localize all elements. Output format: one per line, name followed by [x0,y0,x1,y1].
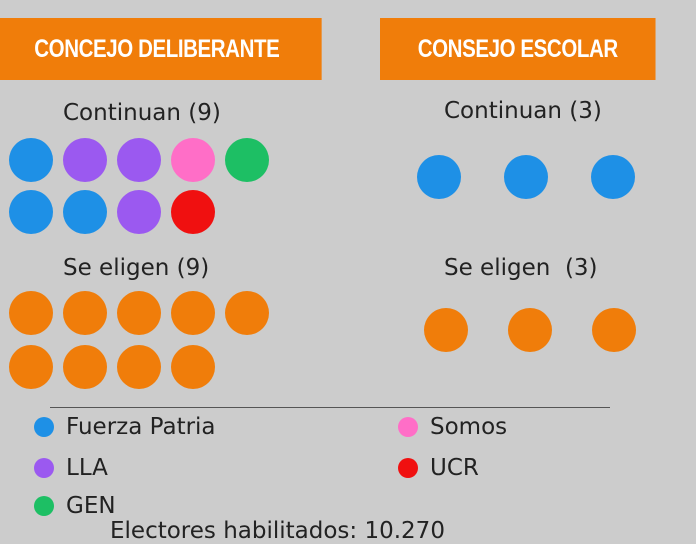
seat-dot-eligen [508,308,552,352]
legend-divider [50,407,610,408]
seat-dot-fuerza_patria [504,155,548,199]
seat-dot-lla [117,138,161,182]
legend-item-ucr: UCR [398,455,479,481]
legend-label: UCR [430,455,479,481]
seat-dot-fuerza_patria [591,155,635,199]
legend-label: Fuerza Patria [66,414,216,440]
legend-swatch [34,458,54,478]
seat-dot-eligen [424,308,468,352]
seat-dot-eligen [117,345,161,389]
legend-swatch [34,496,54,516]
seat-dot-eligen [117,291,161,335]
legend-item-fuerza_patria: Fuerza Patria [34,414,216,440]
consejo-eligen-label: Se eligen (3) [444,255,598,281]
seat-dot-eligen [171,345,215,389]
seat-dot-eligen [63,291,107,335]
legend-swatch [398,458,418,478]
seat-dot-somos [171,138,215,182]
legend-label: Somos [430,414,508,440]
legend-item-lla: LLA [34,455,108,481]
seat-dot-eligen [63,345,107,389]
legend-item-gen: GEN [34,493,116,519]
legend-swatch [398,417,418,437]
footer-partial-text: Electores habilitados: 10.270 [110,518,445,544]
seat-dot-eligen [9,291,53,335]
seat-dot-fuerza_patria [63,190,107,234]
seat-dot-fuerza_patria [417,155,461,199]
seat-dot-fuerza_patria [9,190,53,234]
concejo-eligen-label: Se eligen (9) [63,255,210,281]
seat-dot-lla [63,138,107,182]
seat-dot-eligen [9,345,53,389]
seat-dot-gen [225,138,269,182]
seat-dot-eligen [171,291,215,335]
seat-dot-lla [117,190,161,234]
seat-dot-ucr [171,190,215,234]
legend-label: GEN [66,493,116,519]
legend-label: LLA [66,455,108,481]
consejo-title: CONSEJO ESCOLAR [417,34,618,63]
seat-dot-eligen [225,291,269,335]
consejo-continuan-label: Continuan (3) [444,98,602,124]
consejo-escolar-banner: CONSEJO ESCOLAR [380,18,656,80]
seat-dot-eligen [592,308,636,352]
concejo-title: CONCEJO DELIBERANTE [34,34,280,63]
legend-item-somos: Somos [398,414,507,440]
concejo-continuan-label: Continuan (9) [63,100,221,126]
legend-swatch [34,417,54,437]
seat-dot-fuerza_patria [9,138,53,182]
concejo-deliberante-banner: CONCEJO DELIBERANTE [0,18,322,80]
